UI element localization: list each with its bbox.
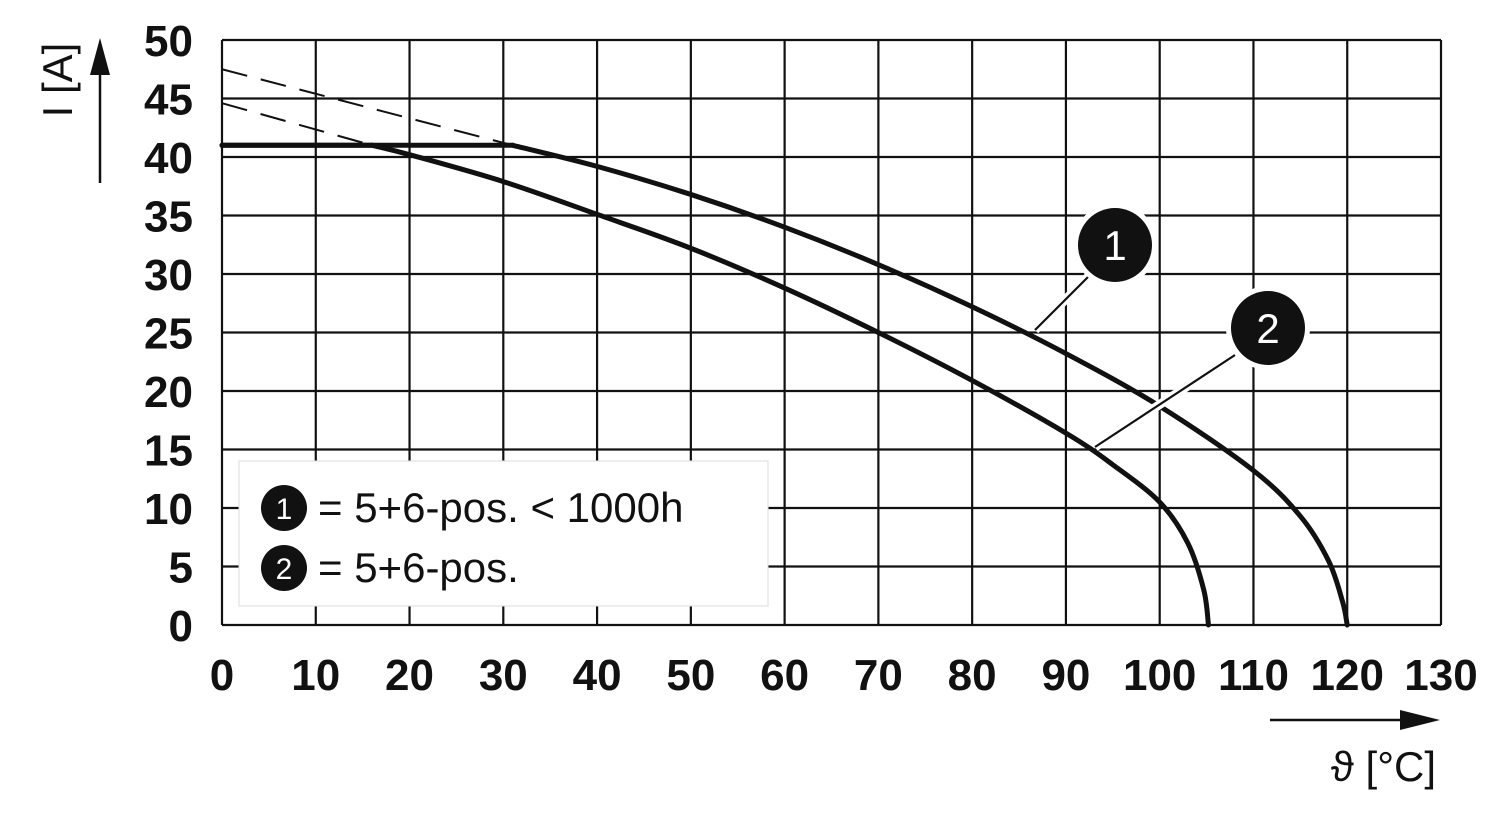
y-tick-label-10: 10 [144,485,193,534]
callout-1-leader [1034,274,1091,331]
x-axis-arrow [1270,710,1440,730]
y-axis-label: I [A] [34,43,81,118]
y-tick-label-40: 40 [144,134,193,183]
y-tick-label-50: 50 [144,17,193,66]
x-axis-label: ϑ [°C] [1331,743,1436,790]
callout-2-leader [1094,354,1236,448]
y-tick-label-30: 30 [144,251,193,300]
series-2-curve [369,142,1211,628]
y-tick-label-15: 15 [144,427,193,476]
callout-1-number: 1 [1103,222,1126,269]
callout-2-number: 2 [1256,305,1279,352]
grid [220,38,1443,627]
legend-marker-2 [261,545,307,591]
legend-marker-1-number: 1 [276,493,293,526]
x-tick-label-70: 70 [854,651,903,700]
legend-entry-1: = 5+6-pos. < 1000h [318,484,683,531]
x-tick-label-110: 110 [1218,651,1289,700]
x-tick-label-10: 10 [291,651,340,700]
x-tick-label-60: 60 [760,651,809,700]
legend-entry-2: = 5+6-pos. [318,544,519,591]
y-tick-label-35: 35 [144,193,193,242]
y-tick-label-25: 25 [144,310,193,359]
y-axis-arrow [90,38,110,183]
x-tick-label-90: 90 [1041,651,1090,700]
x-tick-label-0: 0 [210,651,234,700]
series-2-extrapolation [221,102,373,147]
series-1-curve [510,142,1350,628]
callout-2-marker [1231,291,1305,365]
x-tick-label-130: 130 [1404,651,1477,700]
x-tick-label-20: 20 [385,651,434,700]
y-tick-label-20: 20 [144,368,193,417]
curves [219,68,1350,628]
callouts: 12 [1031,203,1310,451]
legend-marker-1 [261,485,307,531]
callout-1-marker [1078,208,1152,282]
x-tick-label-80: 80 [948,651,997,700]
x-tick-label-30: 30 [479,651,528,700]
tick-labels: 0 10 20 30 40 50 60 70 80 90 100 110 120 130051015202… [144,17,1478,700]
y-tick-label-0: 0 [169,602,193,651]
legend-marker-2-number: 2 [276,553,293,586]
y-tick-label-45: 45 [144,76,193,125]
x-tick-label-50: 50 [666,651,715,700]
legend: 1 = 5+6-pos. < 1000h 2 = 5+6-pos. [238,460,769,607]
x-tick-label-40: 40 [573,651,622,700]
y-tick-label-5: 5 [169,544,193,593]
x-tick-label-120: 120 [1311,651,1384,700]
x-tick-label-100: 100 [1123,651,1196,700]
series-1-extrapolation [221,68,513,147]
